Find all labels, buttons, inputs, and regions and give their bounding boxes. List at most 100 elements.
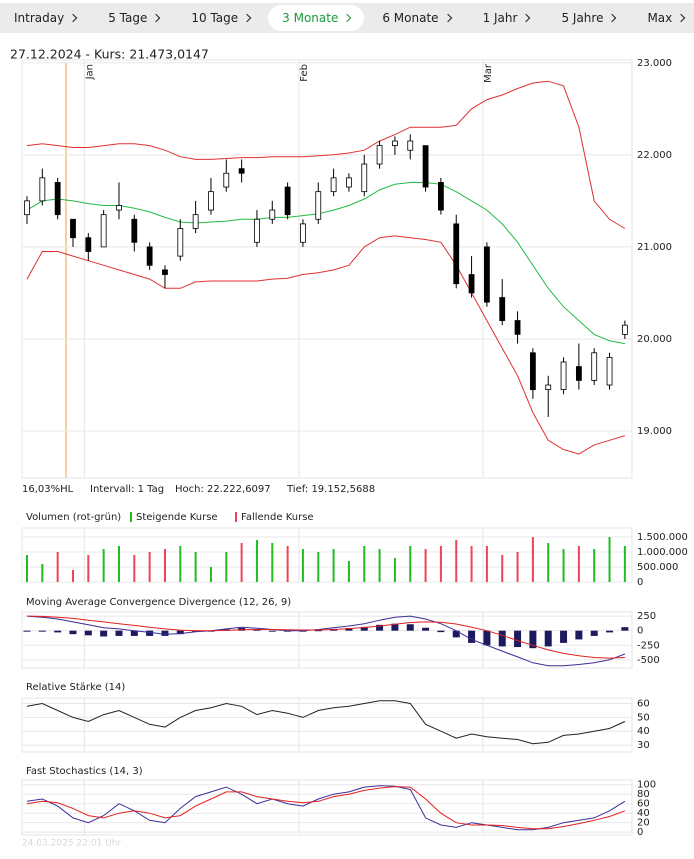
- legend-swatch: [130, 512, 132, 522]
- histogram-bar: [406, 624, 414, 631]
- y-tick-label: 1.500.000: [637, 532, 688, 543]
- histogram-bar: [314, 630, 322, 632]
- volume-bar: [255, 540, 258, 582]
- histogram-bar: [192, 630, 200, 632]
- y-tick-label: 19.000: [637, 426, 672, 437]
- volume-bar: [516, 552, 519, 582]
- volume-bar: [133, 555, 136, 582]
- histogram-bar: [544, 630, 552, 647]
- indicator-line: [26, 615, 626, 667]
- tab[interactable]: Intraday: [0, 5, 90, 31]
- tab[interactable]: 10 Tage: [177, 5, 264, 31]
- y-tick-label: 40: [637, 726, 650, 737]
- tab[interactable]: 5 Jahre: [547, 5, 629, 31]
- volume-bar: [455, 540, 458, 582]
- volume-bar: [286, 546, 289, 582]
- volume-bar: [347, 561, 350, 582]
- volume-bar: [332, 549, 335, 582]
- y-tick-label: 60: [637, 799, 650, 810]
- y-tick-label: 80: [637, 789, 650, 800]
- histogram-bar: [161, 630, 169, 636]
- histogram-bar: [529, 630, 537, 649]
- volume-bar: [87, 555, 90, 582]
- candle-body: [621, 324, 628, 335]
- indicator-line: [26, 615, 625, 659]
- candle-body: [131, 218, 138, 243]
- candle-body: [422, 145, 429, 188]
- candle-body: [300, 223, 306, 243]
- volume-bar: [439, 546, 442, 582]
- volume-bar: [531, 537, 534, 582]
- candle-body: [24, 200, 30, 216]
- histogram-bar: [621, 627, 629, 631]
- volume-bar: [424, 549, 427, 582]
- candle-body: [483, 246, 490, 303]
- tab[interactable]: 1 Jahr: [469, 5, 544, 31]
- histogram-bar: [391, 623, 399, 631]
- panel-title: Volumen (rot-grün): [26, 512, 121, 523]
- stat: Intervall: 1 Tag: [90, 484, 164, 495]
- histogram-bar: [84, 630, 92, 636]
- candle-body: [453, 223, 460, 285]
- x-tick-label: Jan: [84, 64, 95, 80]
- candle-body: [560, 361, 567, 391]
- panel-frame: [21, 611, 633, 669]
- overlay-line: [26, 235, 626, 455]
- candle-body: [514, 320, 521, 335]
- volume-bar: [608, 537, 611, 582]
- panel-frame: [21, 59, 633, 479]
- tab[interactable]: 3 Monate: [268, 5, 365, 31]
- histogram-bar: [360, 626, 368, 631]
- histogram-bar: [54, 630, 62, 633]
- volume-bar: [240, 543, 243, 582]
- panel-title: Fast Stochastics (14, 3): [26, 766, 143, 777]
- candle-body: [407, 140, 414, 151]
- y-tick-label: 500.000: [637, 562, 678, 573]
- volume-bar: [225, 552, 228, 582]
- candle-body: [438, 182, 444, 211]
- tab-label: Max: [647, 11, 673, 25]
- panel-frame: [21, 527, 633, 583]
- volume-bar: [363, 546, 366, 582]
- histogram-bar: [606, 630, 614, 633]
- volume-bar: [271, 543, 274, 582]
- tab-bar: Intraday 5 Tage 10 Tage 3 Monate 6 Monate 1 J…: [0, 3, 694, 33]
- volume-bar: [393, 558, 396, 582]
- candle-body: [100, 214, 107, 248]
- tab[interactable]: 6 Monate: [368, 5, 464, 31]
- panel-title: Relative Stärke (14): [26, 682, 125, 693]
- candle-body: [591, 352, 598, 381]
- volume-bar: [148, 552, 151, 582]
- candle-body: [315, 191, 322, 220]
- candle-body: [575, 366, 582, 381]
- footer: 24.03.2025 22:01 Uhr: [22, 839, 121, 849]
- y-tick-label: 22.000: [637, 150, 672, 161]
- histogram-bar: [176, 630, 184, 635]
- histogram-bar: [514, 630, 522, 647]
- tab-label: 3 Monate: [282, 11, 339, 25]
- candle-body: [606, 356, 613, 386]
- candle-body: [192, 214, 199, 229]
- volume-bar: [470, 546, 473, 582]
- candle-body: [162, 269, 168, 275]
- histogram-bar: [483, 630, 491, 646]
- candle-body: [545, 384, 552, 391]
- histogram-bar: [130, 630, 138, 636]
- x-tick-label: Feb: [299, 64, 310, 82]
- volume-bar: [71, 570, 74, 582]
- candle-body: [85, 237, 92, 252]
- legend-label: Steigende Kurse: [136, 512, 218, 523]
- histogram-bar: [115, 630, 123, 636]
- candle-body: [468, 274, 475, 294]
- y-tick-label: -500: [637, 655, 660, 666]
- candle-body: [346, 177, 352, 188]
- tab[interactable]: Max: [633, 5, 694, 31]
- y-tick-label: 23.000: [637, 58, 672, 69]
- candle-body: [392, 140, 398, 147]
- volume-bar: [194, 552, 197, 582]
- tab[interactable]: 5 Tage: [94, 5, 173, 31]
- volume-bar: [485, 546, 488, 582]
- overlay-line: [26, 80, 626, 229]
